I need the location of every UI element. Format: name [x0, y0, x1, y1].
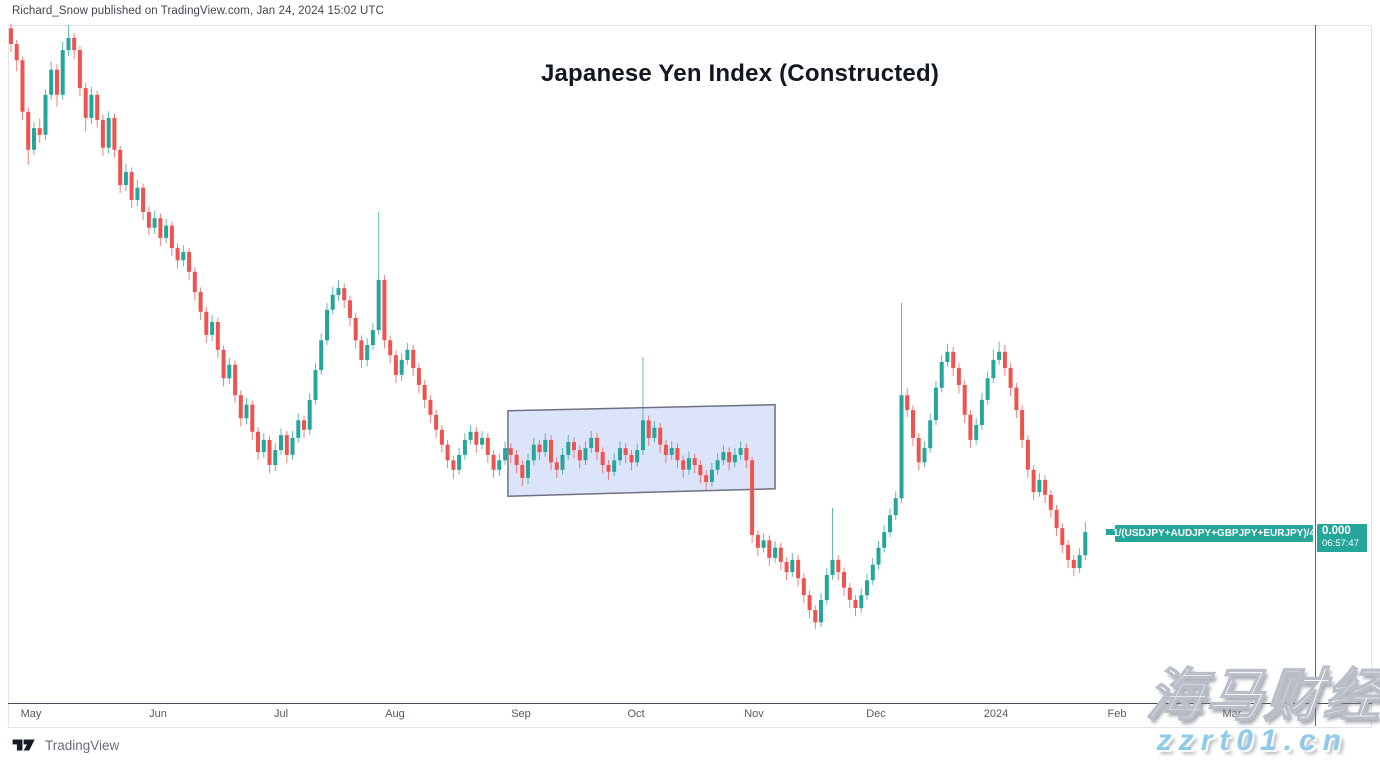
time-axis-label: Jul	[273, 708, 289, 720]
time-axis-label: Aug	[385, 708, 405, 720]
time-axis-label: Sep	[511, 708, 531, 720]
time-axis-label: May	[20, 708, 42, 720]
bar-countdown-timer: 06:57:47	[1322, 538, 1359, 549]
time-axis-label: Feb	[1107, 708, 1127, 720]
time-axis-label: Oct	[627, 708, 645, 720]
attribution-text: Richard_Snow published on TradingView.co…	[12, 5, 384, 17]
chart-title: Japanese Yen Index (Constructed)	[540, 60, 940, 87]
indicator-formula-label[interactable]: 1/(USDJPY+AUDJPY+GBPJPY+EURJPY)/4	[1113, 525, 1315, 542]
tradingview-logo-text: TradingView	[45, 737, 120, 753]
tradingview-logo-icon	[12, 739, 35, 751]
indicator-last-value: 0.000	[1322, 525, 1351, 537]
tradingview-logo[interactable]: TradingView	[12, 736, 119, 754]
candles	[9, 23, 1088, 630]
time-axis-label: Mar	[1222, 708, 1242, 720]
time-axis-label: Jun	[149, 708, 167, 720]
indicator-value-box[interactable]: 0.000 06:57:47	[1317, 524, 1367, 552]
watermark-url-text: zzrt01.cn	[1156, 724, 1348, 757]
time-axis-label: Dec	[866, 708, 886, 720]
last-value-marker	[1106, 529, 1115, 535]
time-axis-label: 2024	[983, 708, 1009, 720]
time-axis-line	[8, 703, 1372, 704]
price-axis-line	[1315, 25, 1316, 726]
watermark-chinese-text: 海马财经	[1143, 663, 1380, 729]
channel-annotation[interactable]	[507, 403, 776, 497]
time-axis[interactable]: May Jun Jul Aug Sep Oct Nov Dec 2024 Feb Mar	[0, 706, 1380, 726]
time-axis-label: Nov	[744, 708, 764, 720]
